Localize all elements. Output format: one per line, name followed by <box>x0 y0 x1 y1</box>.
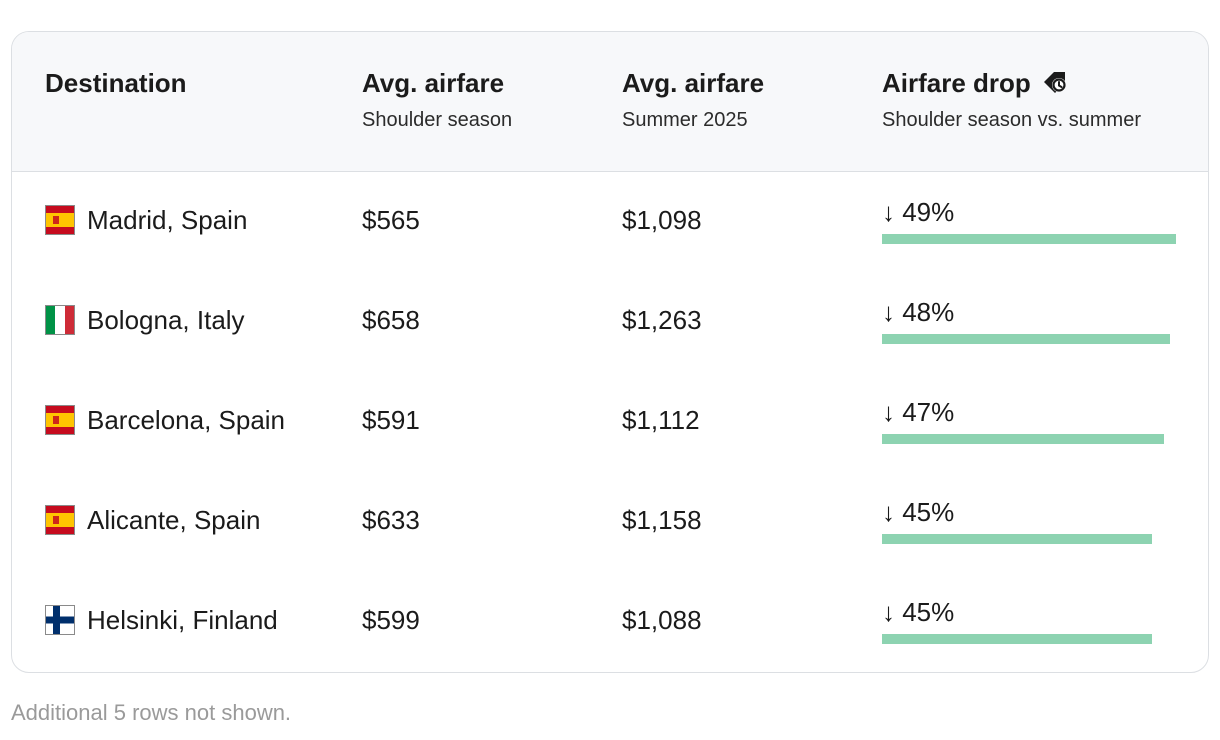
shoulder-airfare-cell: $599 <box>362 605 420 635</box>
table-row: Madrid, Spain $565 $1,098 ↓ 49% <box>12 171 1208 271</box>
header-title: Destination <box>45 68 187 98</box>
footnote: Additional 5 rows not shown. <box>11 700 292 725</box>
shoulder-airfare-cell: $565 <box>362 205 420 235</box>
italy-flag-icon <box>45 305 75 335</box>
destination-cell: Alicante, Spain <box>45 505 260 535</box>
shoulder-airfare-cell: $658 <box>362 305 420 335</box>
airfare-drop-bar-track <box>882 234 1182 244</box>
destination-name: Helsinki, Finland <box>87 605 278 635</box>
airfare-drop-bar <box>882 534 1152 544</box>
airfare-drop-label: ↓ 47% <box>882 397 955 427</box>
header-title: Avg. airfare <box>362 68 505 98</box>
destination-cell: Barcelona, Spain <box>45 405 285 435</box>
airfare-drop-bar-track <box>882 534 1182 544</box>
table-row: Alicante, Spain $633 $1,158 ↓ 45% <box>12 471 1208 571</box>
airfare-drop-label: ↓ 45% <box>882 497 955 527</box>
summer-airfare-cell: $1,158 <box>622 505 702 535</box>
destination-cell: Madrid, Spain <box>45 205 247 235</box>
header-title: Avg. airfare <box>622 68 765 98</box>
airfare-drop-bar-track <box>882 334 1182 344</box>
summer-airfare-cell: $1,088 <box>622 605 702 635</box>
table-row: Barcelona, Spain $591 $1,112 ↓ 47% <box>12 371 1208 471</box>
header-subtitle: Summer 2025 <box>622 109 748 131</box>
airfare-table: Destination Avg. airfare Shoulder season… <box>11 31 1209 673</box>
airfare-drop-label: ↓ 45% <box>882 597 955 627</box>
airfare-drop-bar <box>882 334 1170 344</box>
destination-cell: Bologna, Italy <box>45 305 245 335</box>
destination-name: Bologna, Italy <box>87 305 245 335</box>
destination-name: Barcelona, Spain <box>87 405 286 435</box>
header-summer-airfare: Avg. airfare Summer 2025 <box>622 68 764 132</box>
shoulder-airfare-cell: $591 <box>362 405 420 435</box>
destination-cell: Helsinki, Finland <box>45 605 278 635</box>
header-subtitle: Shoulder season vs. summer <box>882 109 1142 131</box>
summer-airfare-cell: $1,098 <box>622 205 702 235</box>
header-shoulder-airfare: Avg. airfare Shoulder season <box>362 68 512 132</box>
summer-airfare-cell: $1,112 <box>622 405 700 435</box>
airfare-drop-bar <box>882 234 1176 244</box>
table-row: Bologna, Italy $658 $1,263 ↓ 48% <box>12 271 1208 371</box>
header-destination: Destination <box>45 68 187 98</box>
destination-name: Madrid, Spain <box>87 205 248 235</box>
airfare-drop-label: ↓ 49% <box>882 197 955 227</box>
header-subtitle: Shoulder season <box>362 109 513 131</box>
price-tag-icon <box>1041 69 1069 97</box>
finland-flag-icon <box>45 605 75 635</box>
airfare-drop-bar <box>882 434 1164 444</box>
spain-flag-icon <box>45 505 75 535</box>
spain-flag-icon <box>45 205 75 235</box>
airfare-drop-bar-track <box>882 434 1182 444</box>
shoulder-airfare-cell: $633 <box>362 505 420 535</box>
header-airfare-drop: Airfare drop Shoulder season vs. summer <box>882 68 1141 132</box>
destination-name: Alicante, Spain <box>87 505 261 535</box>
header-title: Airfare drop <box>882 68 1031 98</box>
table-row: Helsinki, Finland $599 $1,088 ↓ 45% <box>12 571 1208 671</box>
airfare-drop-label: ↓ 48% <box>882 297 955 327</box>
table-header: Destination Avg. airfare Shoulder season… <box>12 32 1208 172</box>
airfare-drop-bar-track <box>882 634 1182 644</box>
summer-airfare-cell: $1,263 <box>622 305 702 335</box>
header-title-wrap: Airfare drop <box>882 68 1141 98</box>
airfare-drop-bar <box>882 634 1152 644</box>
spain-flag-icon <box>45 405 75 435</box>
